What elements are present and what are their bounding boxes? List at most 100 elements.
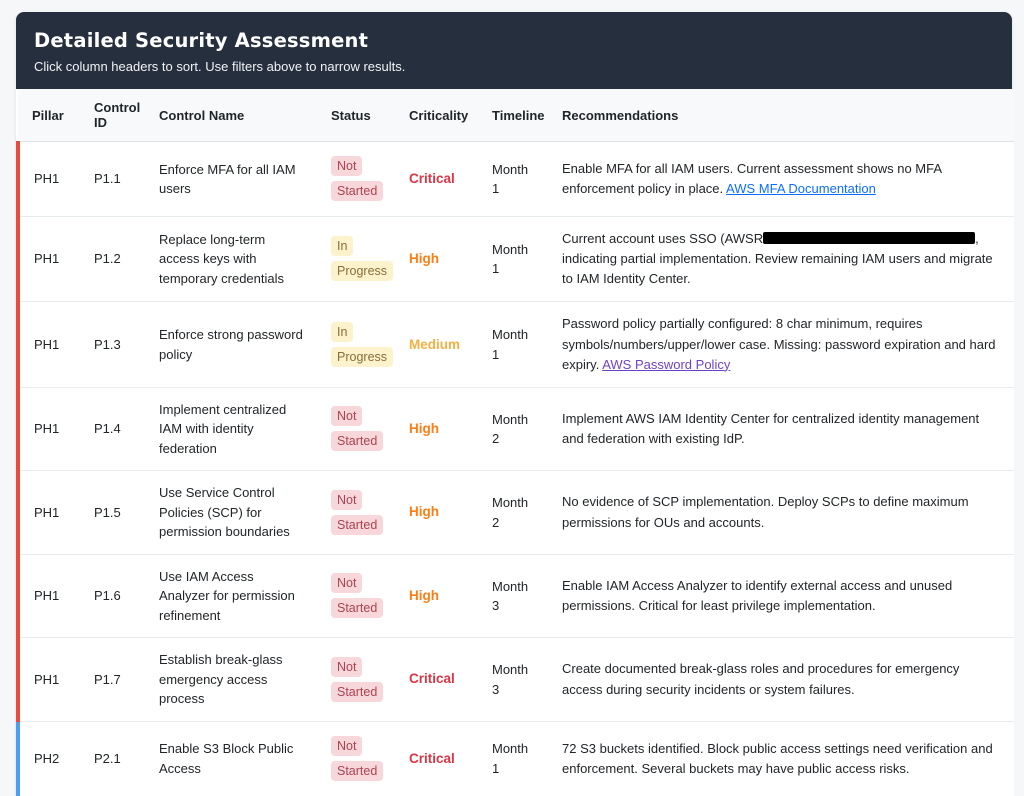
criticality-label: Critical: [409, 750, 455, 766]
assessment-card-header: Detailed Security Assessment Click colum…: [16, 12, 1012, 89]
cell-timeline: Month 3: [478, 553, 548, 638]
status-badge: Not Started: [331, 573, 384, 619]
cell-recommendation: Current account uses SSO (AWSR, indicati…: [548, 215, 1014, 302]
recommendation-link[interactable]: AWS MFA Documentation: [726, 181, 876, 196]
cell-status: Not Started: [317, 142, 395, 217]
recommendation-link[interactable]: AWS Password Policy: [602, 356, 731, 372]
recommendation-text: Implement AWS IAM Identity Center for ce…: [562, 410, 980, 447]
table-row: PH2 P2.1 Enable S3 Block Public Access Not …: [16, 720, 1014, 796]
column-header-control-name[interactable]: Control Name: [145, 89, 317, 142]
criticality-label: High: [409, 420, 439, 436]
cell-timeline: Month 1: [492, 161, 529, 197]
criticality-label: High: [409, 587, 439, 603]
cell-criticality: High: [395, 386, 478, 471]
cell-status: In Progress: [317, 301, 395, 388]
cell-pillar: PH1: [16, 553, 80, 638]
cell-timeline: Month 1: [478, 720, 548, 796]
cell-criticality: Critical: [395, 142, 478, 217]
cell-control-name: Use Service Control Policies (SCP) for p…: [145, 470, 317, 555]
cell-criticality: Critical: [395, 637, 478, 722]
cell-control-name: Enforce MFA for all IAM users: [159, 161, 296, 197]
status-badge: Not Started: [331, 489, 384, 535]
criticality-label: High: [409, 504, 439, 520]
cell-status: Not Started: [317, 470, 395, 555]
assessment-card: Detailed Security Assessment Click colum…: [16, 12, 1014, 796]
table-row: PH1 P1.6 Use IAM Access Analyzer for permi…: [16, 553, 1014, 638]
recommendation-text: 72 S3 buckets identified. Block public a…: [562, 740, 993, 776]
column-header-status[interactable]: Status: [317, 89, 395, 142]
cell-control-name: Implement centralized IAM with identity …: [145, 386, 317, 471]
cell-recommendation: Implement AWS IAM Identity Center for ce…: [548, 386, 1014, 471]
status-badge: Not Started: [331, 735, 384, 781]
cell-timeline: Month 1: [478, 301, 548, 388]
cell-timeline: Month 2: [478, 470, 548, 555]
cell-recommendation: Password policy partially configured: 8 …: [548, 301, 1014, 388]
cell-pillar: PH1: [16, 470, 80, 555]
status-badge: Not Started: [331, 406, 384, 452]
cell-control-id: P1.4: [80, 386, 145, 471]
cell-pillar: PH1: [16, 141, 80, 217]
cell-pillar: PH1: [16, 386, 80, 471]
column-header-pillar[interactable]: Pillar: [18, 89, 80, 142]
recommendation-text: , indicating partial implementation. Rev…: [562, 231, 993, 287]
cell-recommendation: 72 S3 buckets identified. Block public a…: [548, 720, 1014, 796]
status-badge: Not Started: [331, 656, 384, 702]
cell-control-id: P1.2: [80, 215, 145, 302]
table-row: PH1 P1.3 Enforce strong password policy In …: [16, 301, 1014, 388]
recommendation-text: No evidence of SCP implementation. Deplo…: [562, 494, 969, 530]
cell-timeline: Month 3: [478, 637, 548, 722]
cell-status: Not Started: [317, 637, 395, 722]
cell-status: Not Started: [317, 553, 395, 638]
cell-recommendation: Create documented break-glass roles and …: [548, 637, 1014, 722]
column-header-control-id[interactable]: Control ID: [80, 89, 145, 142]
status-badge: Not Started: [331, 156, 384, 201]
column-header-timeline[interactable]: Timeline: [478, 89, 548, 142]
cell-criticality: Medium: [395, 301, 478, 388]
cell-timeline: Month 1: [478, 215, 548, 302]
column-header-criticality[interactable]: Criticality: [395, 89, 478, 142]
cell-pillar: PH1: [16, 637, 80, 722]
cell-control-name: Enable S3 Block Public Access: [145, 720, 317, 796]
column-header-recommendations[interactable]: Recommendations: [548, 89, 1014, 142]
cell-control-name: Replace long-term access keys with tempo…: [145, 215, 317, 302]
cell-criticality: High: [395, 215, 478, 302]
table-row: PH1 P1.1 Enforce MFA for all IAM users Not …: [16, 141, 1014, 217]
cell-status: Not Started: [317, 386, 395, 471]
cell-status: In Progress: [317, 215, 395, 302]
cell-control-id: P1.1: [94, 171, 121, 187]
recommendation-text: Enable IAM Access Analyzer to identify e…: [562, 577, 953, 614]
table-row: PH1 P1.2 Replace long-term access keys wit…: [16, 215, 1014, 302]
cell-timeline: Month 2: [478, 386, 548, 471]
cell-pillar: PH1: [16, 301, 80, 388]
cell-control-name: Use IAM Access Analyzer for permission r…: [145, 553, 317, 638]
recommendation-text: Password policy partially configured: 8 …: [562, 316, 996, 372]
redaction-bar: [763, 232, 976, 244]
status-badge: In Progress: [331, 236, 394, 282]
recommendation-text: Enable MFA for all IAM users. Current as…: [562, 160, 942, 196]
cell-control-id: P1.7: [80, 637, 145, 722]
table-row: PH1 P1.7 Establish break-glass emergency a…: [16, 637, 1014, 722]
cell-control-id: P2.1: [80, 720, 145, 796]
cell-control-name: Enforce strong password policy: [145, 301, 317, 388]
criticality-label: Medium: [409, 336, 461, 352]
cell-recommendation: No evidence of SCP implementation. Deplo…: [548, 470, 1014, 555]
assessment-table: Pillar Control ID Control Name Status Critic…: [16, 89, 1014, 796]
criticality-label: Critical: [409, 671, 455, 687]
status-badge: In Progress: [331, 321, 394, 367]
cell-recommendation: Enable MFA for all IAM users. Current as…: [548, 142, 1014, 217]
cell-criticality: High: [395, 470, 478, 555]
cell-control-id: P1.3: [80, 301, 145, 388]
recommendation-text: Create documented break-glass roles and …: [562, 661, 960, 697]
criticality-label: High: [409, 251, 439, 267]
criticality-label: Critical: [409, 170, 455, 186]
table-row: PH1 P1.5 Use Service Control Policies (SCP…: [16, 470, 1014, 555]
page-subtitle: Click column headers to sort. Use filter…: [34, 59, 406, 74]
table-header-row: Pillar Control ID Control Name Status Critic…: [18, 89, 1014, 142]
cell-pillar: PH1: [16, 215, 80, 302]
page-title: Detailed Security Assessment: [34, 29, 369, 52]
cell-control-name: Establish break-glass emergency access p…: [145, 637, 317, 722]
recommendation-text: Current account uses SSO (AWSR: [562, 231, 764, 246]
table-row: PH1 P1.4 Implement centralized IAM with id…: [16, 386, 1014, 471]
cell-control-id: P1.5: [80, 470, 145, 555]
cell-status: Not Started: [317, 720, 395, 796]
